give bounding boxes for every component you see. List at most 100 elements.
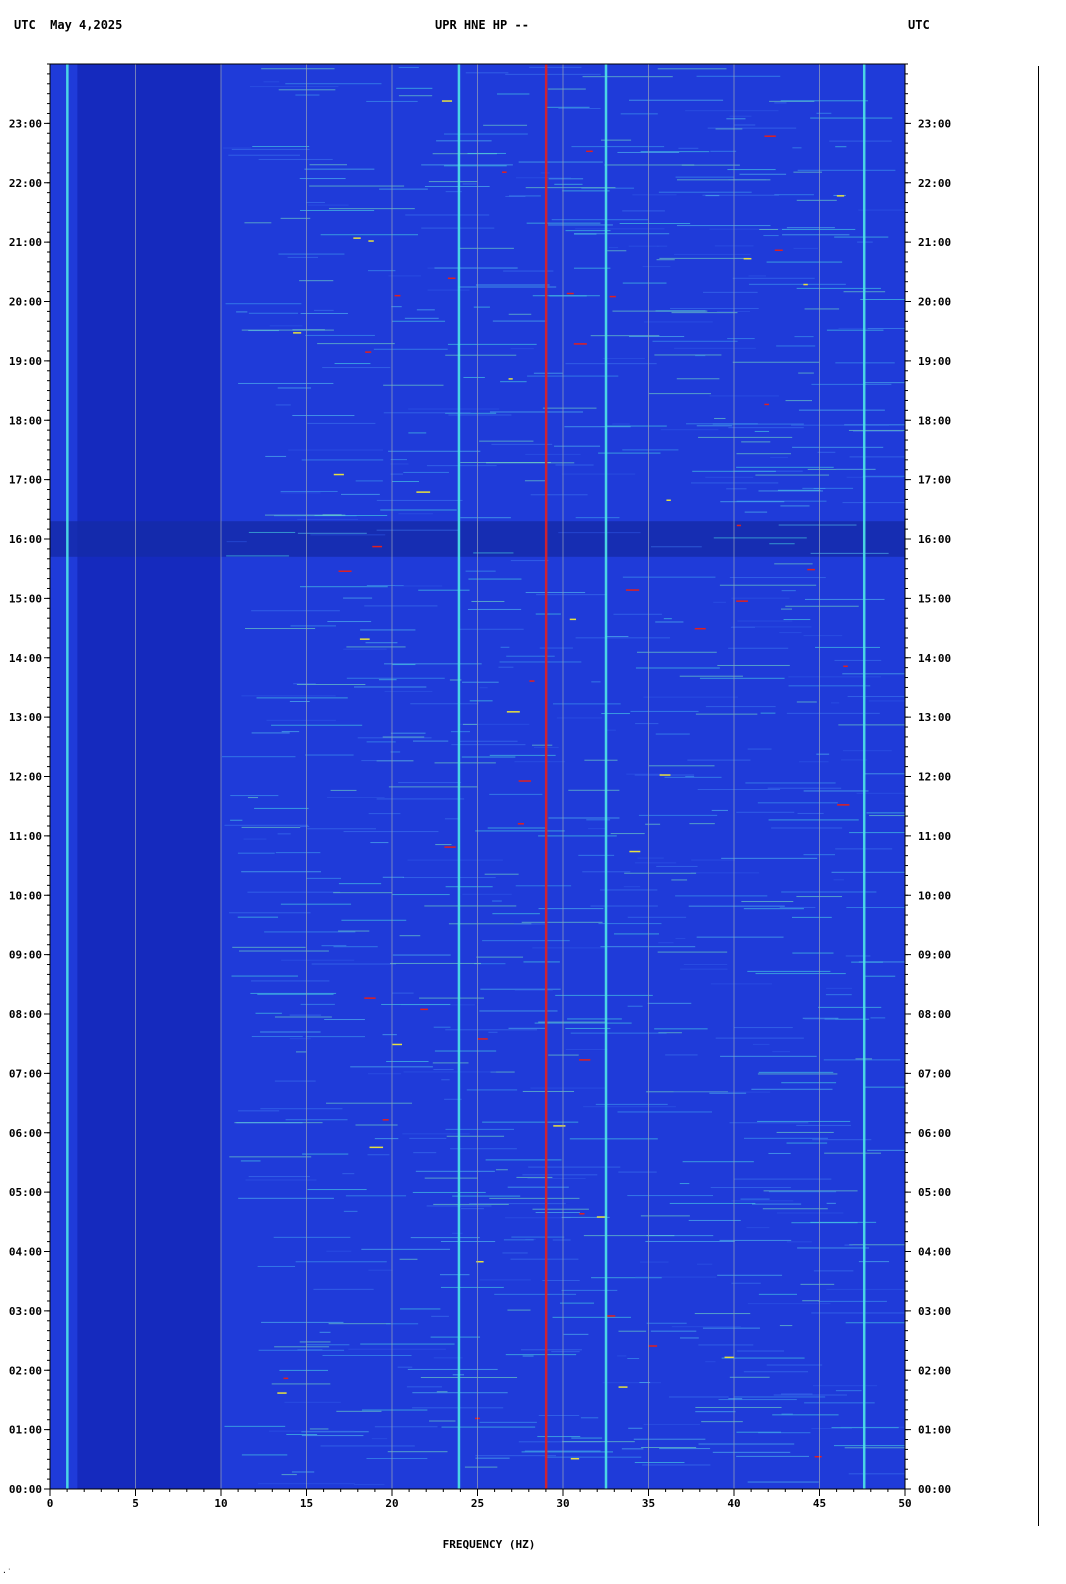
- heatmap-streak: [474, 963, 506, 965]
- heatmap-streak: [285, 1119, 348, 1121]
- heatmap-streak: [635, 1276, 717, 1278]
- heatmap-streak: [659, 1448, 711, 1450]
- heatmap-streak: [256, 697, 348, 699]
- heatmap-streak: [778, 524, 857, 526]
- corner-mark: ·˙: [2, 1568, 12, 1577]
- heatmap-streak: [658, 191, 752, 193]
- heatmap-streak: [383, 412, 471, 414]
- heatmap-streak: [285, 83, 382, 85]
- heatmap-streak: [309, 164, 347, 166]
- heatmap-streak: [554, 445, 601, 447]
- heatmap-streak: [635, 667, 720, 669]
- heatmap-streak: [650, 1330, 697, 1332]
- heatmap-streak: [260, 1031, 321, 1033]
- y-tick-label-left: 23:00: [9, 117, 42, 130]
- heatmap-streak: [391, 306, 402, 308]
- heatmap-streak: [811, 1427, 852, 1429]
- heatmap-streak: [274, 1016, 332, 1018]
- heatmap-streak: [391, 992, 414, 994]
- heatmap-streak: [691, 859, 736, 861]
- heatmap-streak: [410, 1237, 480, 1239]
- heatmap-streak: [849, 456, 905, 458]
- heatmap-hotspot: [553, 1125, 566, 1127]
- heatmap-streak: [336, 1410, 382, 1412]
- heatmap-streak: [479, 1010, 558, 1012]
- heatmap-hotspot: [629, 850, 641, 853]
- heatmap-streak: [777, 489, 821, 491]
- heatmap-streak: [680, 968, 728, 970]
- heatmap-hotspot: [596, 1216, 607, 1218]
- y-tick-label-right: 04:00: [918, 1246, 951, 1259]
- heatmap-streak: [774, 194, 814, 196]
- heatmap-streak: [562, 190, 610, 192]
- heatmap-streak: [652, 340, 738, 342]
- heatmap-streak: [306, 201, 325, 203]
- heatmap-streak: [682, 1161, 754, 1163]
- heatmap-streak: [769, 543, 795, 545]
- heatmap-streak: [781, 1393, 813, 1395]
- heatmap-streak: [845, 1322, 905, 1324]
- heatmap-streak: [473, 306, 490, 308]
- heatmap-streak: [420, 1376, 518, 1378]
- heatmap-streak: [571, 146, 665, 148]
- heatmap-streak: [586, 819, 611, 821]
- heatmap-streak: [769, 100, 815, 102]
- heatmap-streak: [797, 812, 824, 814]
- y-tick-label-left: 09:00: [9, 949, 42, 962]
- heatmap-hotspot: [517, 823, 524, 825]
- heatmap-streak: [495, 1169, 508, 1171]
- heatmap-streak: [354, 1484, 385, 1486]
- y-tick-label-left: 01:00: [9, 1424, 42, 1437]
- heatmap-streak: [792, 147, 802, 149]
- heatmap-streak: [824, 1018, 870, 1020]
- heatmap-streak: [607, 250, 627, 252]
- heatmap-streak: [264, 931, 356, 933]
- heatmap-low-band: [77, 64, 221, 1489]
- heatmap-streak: [529, 66, 582, 68]
- heatmap-streak: [758, 490, 824, 492]
- heatmap-streak: [241, 826, 301, 828]
- heatmap-streak: [491, 443, 553, 445]
- heatmap-streak: [727, 169, 776, 171]
- heatmap-streak: [816, 753, 830, 755]
- heatmap-streak: [548, 224, 613, 226]
- x-tick-label: 30: [556, 1497, 569, 1510]
- heatmap-streak: [564, 426, 631, 428]
- heatmap-streak: [433, 1357, 463, 1359]
- heatmap-streak: [688, 905, 785, 907]
- heatmap-hotspot: [814, 1455, 822, 1458]
- y-tick-label-right: 16:00: [918, 533, 951, 546]
- heatmap-streak: [382, 736, 425, 738]
- heatmap-streak: [479, 687, 488, 689]
- heatmap-streak: [799, 761, 829, 763]
- heatmap-streak: [505, 1354, 577, 1356]
- heatmap-streak: [836, 468, 876, 470]
- heatmap-streak: [263, 81, 280, 83]
- heatmap-streak: [390, 751, 401, 753]
- heatmap-streak: [289, 1014, 322, 1016]
- heatmap-streak: [309, 1428, 329, 1430]
- heatmap-streak: [786, 227, 835, 229]
- heatmap-streak: [620, 113, 658, 115]
- heatmap-streak: [713, 537, 807, 539]
- heatmap-streak: [681, 164, 740, 166]
- heatmap-streak: [773, 1394, 847, 1396]
- heatmap-streak: [734, 1178, 832, 1180]
- heatmap-streak: [326, 1250, 352, 1252]
- heatmap-streak: [424, 1177, 478, 1179]
- heatmap-streak: [322, 1355, 412, 1357]
- heatmap-streak: [479, 1279, 531, 1281]
- heatmap-streak: [508, 1027, 546, 1029]
- heatmap-streak: [223, 147, 252, 149]
- heatmap-hotspot: [293, 332, 302, 334]
- heatmap-streak: [582, 76, 673, 78]
- heatmap-streak: [743, 1137, 828, 1139]
- heatmap-streak: [334, 363, 371, 365]
- heatmap-streak: [772, 1414, 839, 1416]
- heatmap-streak: [800, 1283, 835, 1285]
- heatmap-streak: [813, 1270, 854, 1272]
- y-tick-label-right: 07:00: [918, 1067, 951, 1080]
- heatmap-streak: [618, 1171, 657, 1173]
- heatmap-streak: [696, 75, 781, 77]
- heatmap-streak: [482, 940, 570, 942]
